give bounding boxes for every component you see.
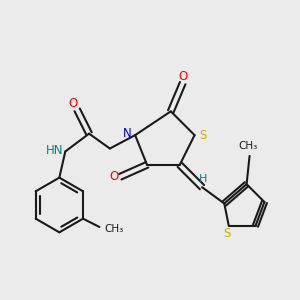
Text: CH₃: CH₃ bbox=[105, 224, 124, 234]
Text: H: H bbox=[199, 174, 208, 184]
Text: N: N bbox=[122, 127, 131, 140]
Text: O: O bbox=[109, 170, 119, 183]
Text: CH₃: CH₃ bbox=[238, 141, 258, 151]
Text: O: O bbox=[68, 98, 77, 110]
Text: S: S bbox=[199, 129, 207, 142]
Text: O: O bbox=[178, 70, 187, 83]
Text: S: S bbox=[224, 227, 231, 240]
Text: HN: HN bbox=[46, 143, 64, 157]
